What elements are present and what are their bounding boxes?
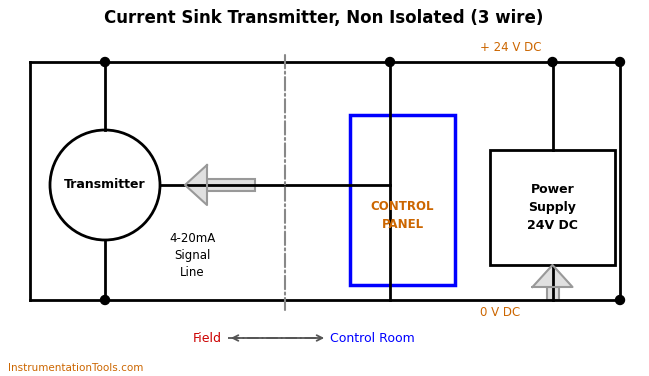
Polygon shape <box>185 165 207 205</box>
Text: Transmitter: Transmitter <box>64 179 146 191</box>
Circle shape <box>615 58 624 67</box>
Text: Control Room: Control Room <box>330 332 415 344</box>
Polygon shape <box>532 265 572 287</box>
Bar <box>207 179 255 191</box>
Circle shape <box>101 58 110 67</box>
Text: InstrumentationTools.com: InstrumentationTools.com <box>8 363 143 373</box>
Bar <box>350 115 455 285</box>
Bar <box>490 150 615 265</box>
Bar <box>546 287 559 300</box>
Text: Current Sink Transmitter, Non Isolated (3 wire): Current Sink Transmitter, Non Isolated (… <box>104 9 544 27</box>
Text: 4-20mA
Signal
Line: 4-20mA Signal Line <box>169 232 215 279</box>
Circle shape <box>101 296 110 305</box>
Text: CONTROL
PANEL: CONTROL PANEL <box>371 200 434 230</box>
Text: Field: Field <box>193 332 222 344</box>
Circle shape <box>548 58 557 67</box>
Text: 0 V DC: 0 V DC <box>480 306 520 319</box>
Text: + 24 V DC: + 24 V DC <box>480 41 541 54</box>
Circle shape <box>615 296 624 305</box>
Text: Power
Supply
24V DC: Power Supply 24V DC <box>527 183 578 232</box>
Circle shape <box>386 180 395 190</box>
Circle shape <box>386 58 395 67</box>
